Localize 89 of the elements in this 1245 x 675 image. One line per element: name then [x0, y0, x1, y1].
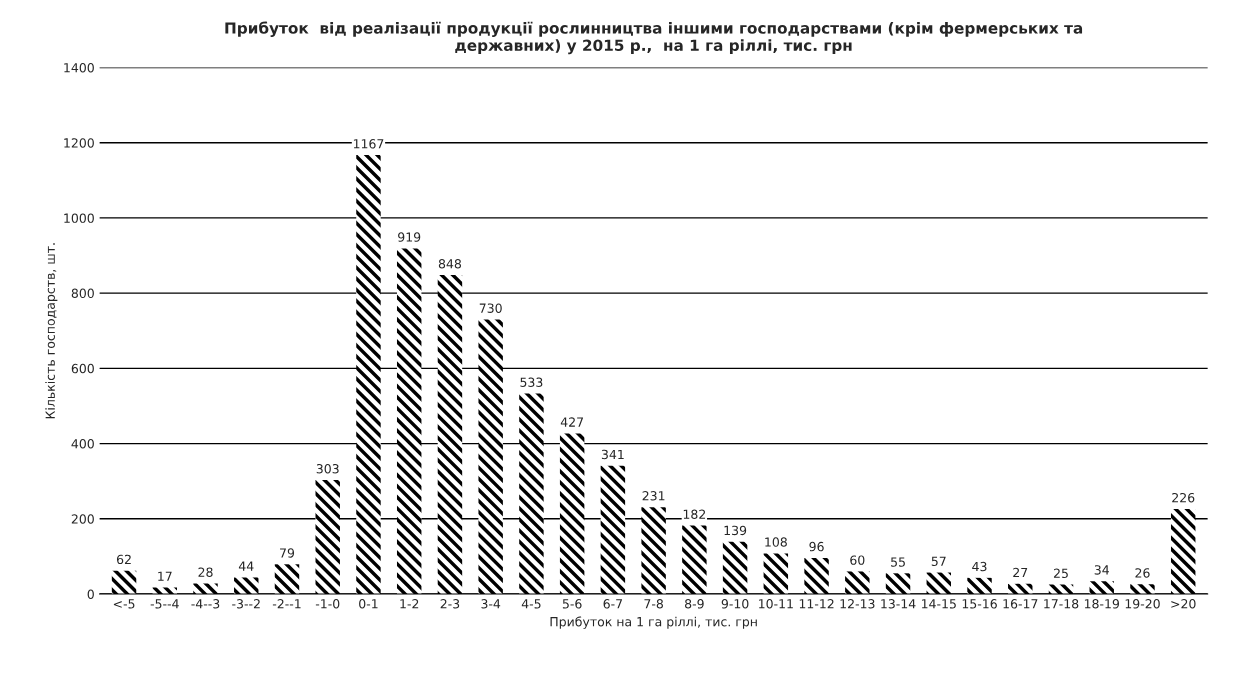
bar [315, 480, 340, 594]
x-tick-label: -1-0 [315, 599, 340, 609]
bar [763, 553, 789, 594]
x-tick-label: 10-11 [759, 599, 793, 609]
x-tick-label: 8-9 [685, 599, 704, 609]
bar [396, 248, 422, 594]
chart-title: Прибуток від реалізації продукції рослинництва іншими господарствами (крім фермерських та державних) у 2015 р., на 1 га ріллі, тис. грн [225, 21, 1083, 55]
data-label: 17 [158, 571, 172, 581]
data-label: 25 [1053, 568, 1068, 579]
x-tick-label: -3--2 [232, 599, 260, 609]
y-tick-label: 600 [71, 363, 94, 374]
y-tick-label: 400 [71, 439, 94, 449]
data-label: 1167 [353, 139, 384, 149]
y-tick-label: 200 [71, 514, 94, 524]
x-tick-label: -5--4 [150, 599, 179, 609]
data-label: 96 [809, 541, 824, 552]
y-axis-title: Кількість господарств, шт. [45, 243, 58, 419]
data-label: 27 [1013, 567, 1028, 578]
x-tick-label: 9-10 [721, 599, 749, 609]
data-label: 303 [316, 464, 339, 474]
bar [356, 155, 381, 594]
x-tick-label: 13-14 [881, 599, 916, 609]
bar [682, 525, 707, 594]
bar [804, 557, 829, 594]
data-label: 108 [765, 537, 787, 547]
bar [1130, 584, 1155, 594]
x-tick-label: 19-20 [1125, 599, 1160, 609]
bar [437, 275, 463, 594]
bar [519, 393, 544, 594]
x-tick-label: 0-1 [359, 599, 378, 609]
y-tick-label: 1000 [64, 213, 94, 223]
x-tick-label: 14-15 [922, 599, 956, 609]
bar [111, 570, 137, 594]
data-label: 848 [438, 259, 462, 269]
bar [1170, 509, 1196, 594]
data-label: 730 [479, 303, 502, 313]
bar [967, 577, 992, 594]
data-label: 28 [198, 567, 213, 577]
data-label: 60 [850, 555, 865, 565]
data-label: 226 [1172, 492, 1195, 503]
x-tick-label: 1-2 [400, 599, 419, 609]
data-label: 57 [931, 556, 946, 566]
data-label: 919 [398, 232, 421, 242]
x-tick-label: -2--1 [272, 599, 301, 609]
x-tick-label: 16-17 [1003, 599, 1038, 609]
data-label: 139 [724, 525, 747, 536]
x-tick-label: 2-3 [440, 599, 460, 609]
bar [722, 541, 748, 594]
data-label: 341 [601, 449, 624, 460]
x-tick-label: 12-13 [840, 599, 875, 609]
bar [274, 564, 300, 594]
bar [845, 571, 870, 594]
bar [234, 577, 259, 594]
data-label: 44 [238, 561, 254, 571]
x-tick-label: -4--3 [191, 599, 220, 609]
bar [193, 583, 218, 594]
data-label: 26 [1135, 568, 1150, 578]
y-tick-label: 0 [87, 589, 94, 599]
data-label: 533 [520, 377, 543, 387]
x-tick-label: 3-4 [481, 599, 501, 609]
x-tick-label: 11-12 [799, 599, 834, 609]
x-axis-title: Прибуток на 1 га ріллі, тис. грн [550, 616, 757, 629]
data-label: 182 [683, 509, 706, 519]
bar [926, 572, 952, 594]
data-label: 79 [280, 548, 295, 558]
y-tick-label: 1200 [64, 138, 94, 148]
x-tick-label: 6-7 [603, 599, 623, 609]
data-label: 62 [116, 554, 131, 565]
y-tick-label: 1400 [64, 62, 94, 73]
data-label: 55 [891, 557, 905, 567]
bar [641, 507, 666, 594]
bar [1089, 581, 1114, 594]
data-label: 427 [560, 417, 584, 427]
x-tick-label: 5-6 [562, 599, 582, 609]
data-label: 34 [1094, 565, 1109, 575]
bar [600, 465, 626, 594]
y-tick-label: 800 [71, 288, 94, 299]
x-tick-label: <-5 [113, 599, 135, 609]
bar [559, 433, 585, 594]
bar [885, 573, 911, 594]
x-tick-label: 15-16 [962, 599, 997, 609]
x-tick-label: 18-19 [1084, 599, 1120, 609]
bar [478, 319, 503, 594]
x-tick-label: >20 [1171, 599, 1196, 609]
data-label: 43 [972, 561, 987, 572]
data-label: 231 [642, 491, 665, 501]
x-tick-label: 17-18 [1044, 599, 1079, 609]
x-tick-label: 7-8 [644, 599, 663, 609]
x-tick-label: 4-5 [521, 599, 541, 609]
